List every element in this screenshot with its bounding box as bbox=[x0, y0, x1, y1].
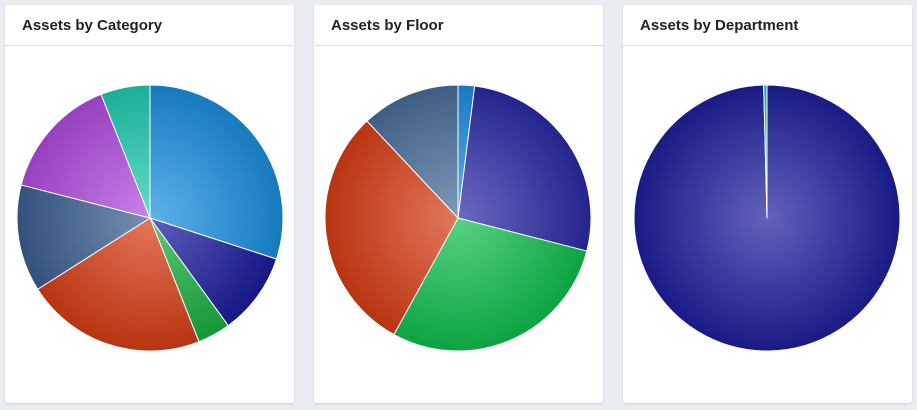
pie-slice[interactable] bbox=[149, 217, 277, 327]
chart-card-floor: Assets by Floor bbox=[314, 5, 603, 403]
pie-slice[interactable] bbox=[393, 217, 588, 352]
card-title: Assets by Department bbox=[623, 5, 912, 46]
pie-slice[interactable] bbox=[149, 84, 284, 260]
pie-slice[interactable] bbox=[324, 120, 459, 336]
chart-card-department: Assets by Department bbox=[623, 5, 912, 403]
chart-card-category: Assets by Category bbox=[5, 5, 294, 403]
pie-chart-floor bbox=[324, 84, 592, 352]
pie-chart-department bbox=[633, 84, 901, 352]
pie-slice[interactable] bbox=[763, 84, 768, 219]
pie-slice[interactable] bbox=[20, 93, 151, 219]
card-title: Assets by Floor bbox=[314, 5, 603, 46]
pie-chart-category bbox=[16, 84, 284, 352]
card-title: Assets by Category bbox=[5, 5, 294, 46]
pie-slice[interactable] bbox=[100, 84, 151, 219]
pie-slice[interactable] bbox=[366, 84, 459, 219]
pie-slice[interactable] bbox=[37, 217, 200, 352]
pie-slice[interactable] bbox=[16, 184, 151, 290]
pie-slice[interactable] bbox=[457, 85, 592, 252]
